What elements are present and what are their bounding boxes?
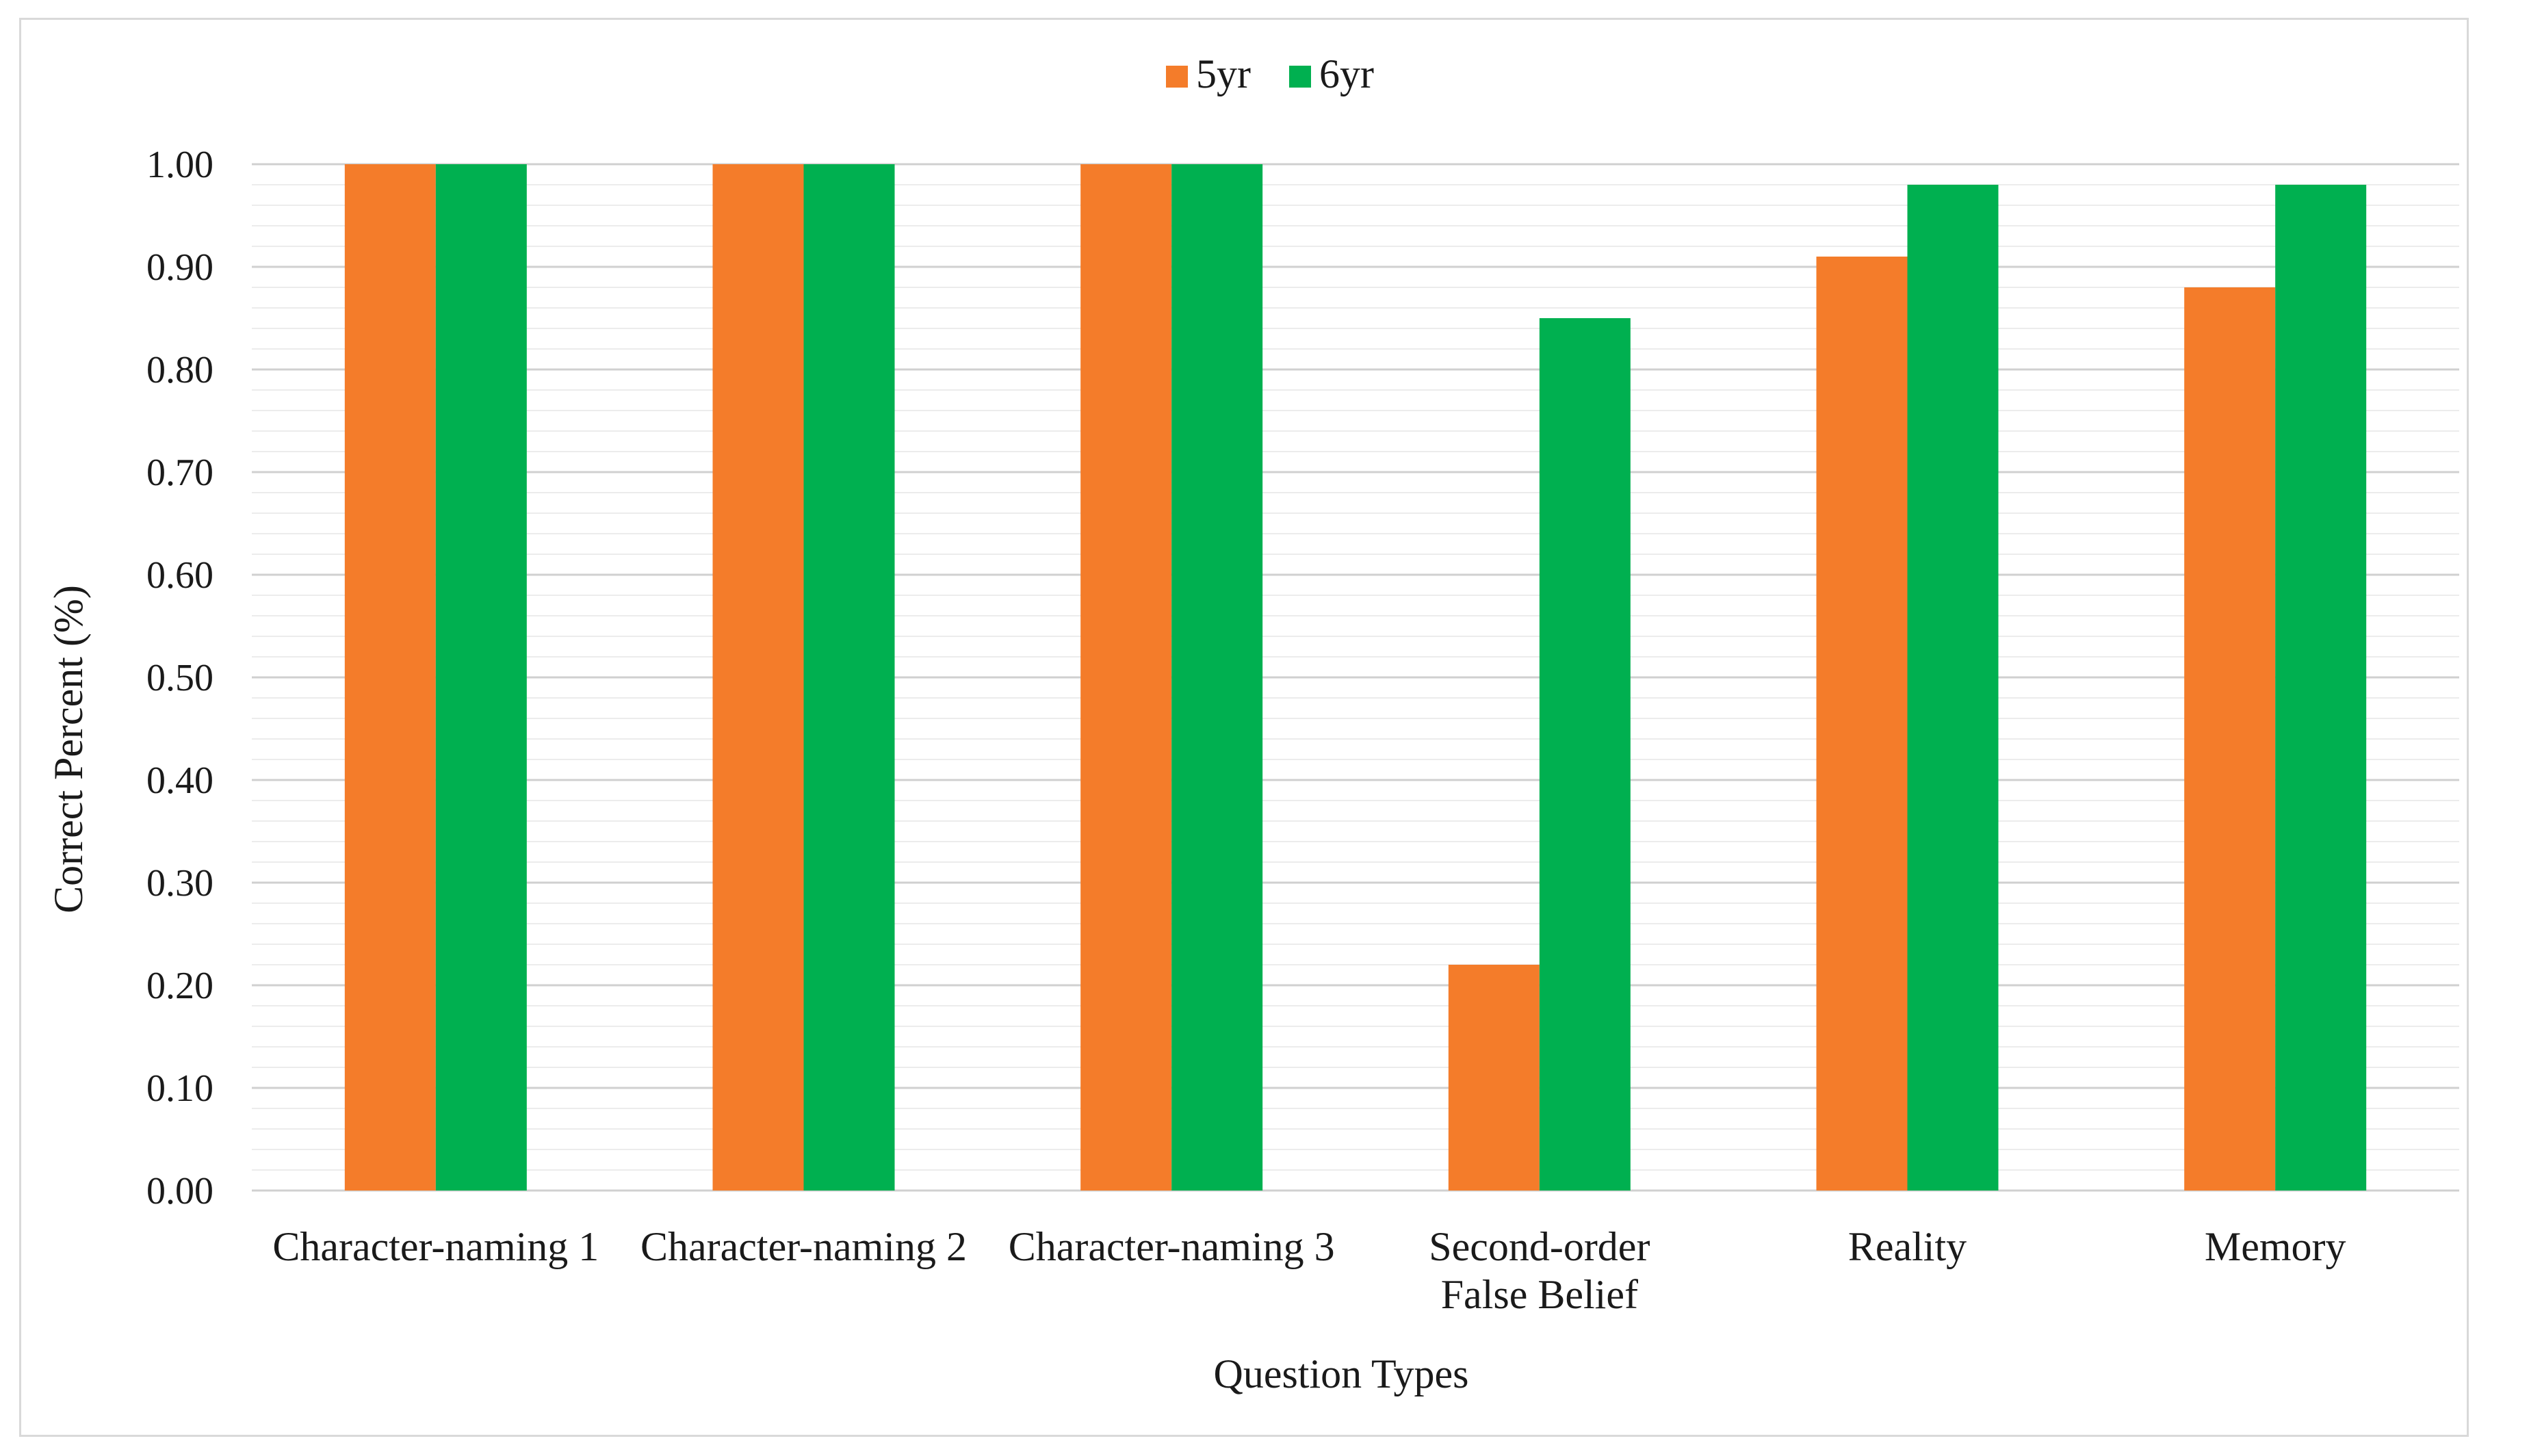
bar-5yr-3 <box>1448 965 1540 1191</box>
y-tick-label: 0.40 <box>146 759 213 802</box>
y-tick-label: 0.90 <box>146 246 213 289</box>
y-tick-label: 0.20 <box>146 965 213 1007</box>
bar-6yr-4 <box>1907 185 1999 1191</box>
legend-label-6yr: 6yr <box>1319 51 1374 96</box>
y-tick-labels: 0.00 0.10 0.20 0.30 0.40 0.50 0.60 0.70 0.80 0.90… <box>146 144 213 1212</box>
bars <box>344 164 2367 1191</box>
bar-6yr-1 <box>803 164 895 1191</box>
bar-6yr-3 <box>1539 318 1631 1191</box>
bar-5yr-1 <box>712 164 804 1191</box>
bar-5yr-0 <box>344 164 436 1191</box>
bar-5yr-4 <box>1816 257 1908 1191</box>
y-tick-label: 0.30 <box>146 862 213 905</box>
y-axis-title: Correct Percent (%) <box>46 585 91 913</box>
y-tick-label: 0.10 <box>146 1067 213 1110</box>
y-tick-label: 0.60 <box>146 554 213 597</box>
x-category-label: False Belief <box>1441 1272 1638 1317</box>
bar-6yr-2 <box>1171 164 1263 1191</box>
y-tick-label: 0.50 <box>146 657 213 699</box>
x-category-label: Memory <box>2205 1224 2346 1269</box>
x-category-label: Character-naming 3 <box>1009 1224 1335 1269</box>
x-category-label: Character-naming 1 <box>272 1224 599 1269</box>
legend-swatch-5yr <box>1166 66 1188 88</box>
x-category-label: Reality <box>1848 1224 1967 1269</box>
y-tick-label: 0.80 <box>146 349 213 391</box>
legend-swatch-6yr <box>1289 66 1311 88</box>
x-category-label: Character-naming 2 <box>640 1224 967 1269</box>
legend-label-5yr: 5yr <box>1196 51 1251 96</box>
y-tick-label: 0.70 <box>146 452 213 494</box>
gridlines <box>252 163 2459 1192</box>
bar-5yr-2 <box>1080 164 1172 1191</box>
bar-6yr-0 <box>435 164 527 1191</box>
x-axis-title: Question Types <box>1213 1351 1468 1396</box>
y-tick-label: 1.00 <box>146 144 213 186</box>
bar-5yr-5 <box>2184 287 2276 1191</box>
x-category-label: Second-order <box>1429 1224 1650 1269</box>
legend: 5yr 6yr <box>1166 51 1374 96</box>
y-tick-label: 0.00 <box>146 1170 213 1212</box>
x-category-labels: Character-naming 1 Character-naming 2 Char… <box>272 1224 2346 1317</box>
bar-6yr-5 <box>2275 185 2367 1191</box>
